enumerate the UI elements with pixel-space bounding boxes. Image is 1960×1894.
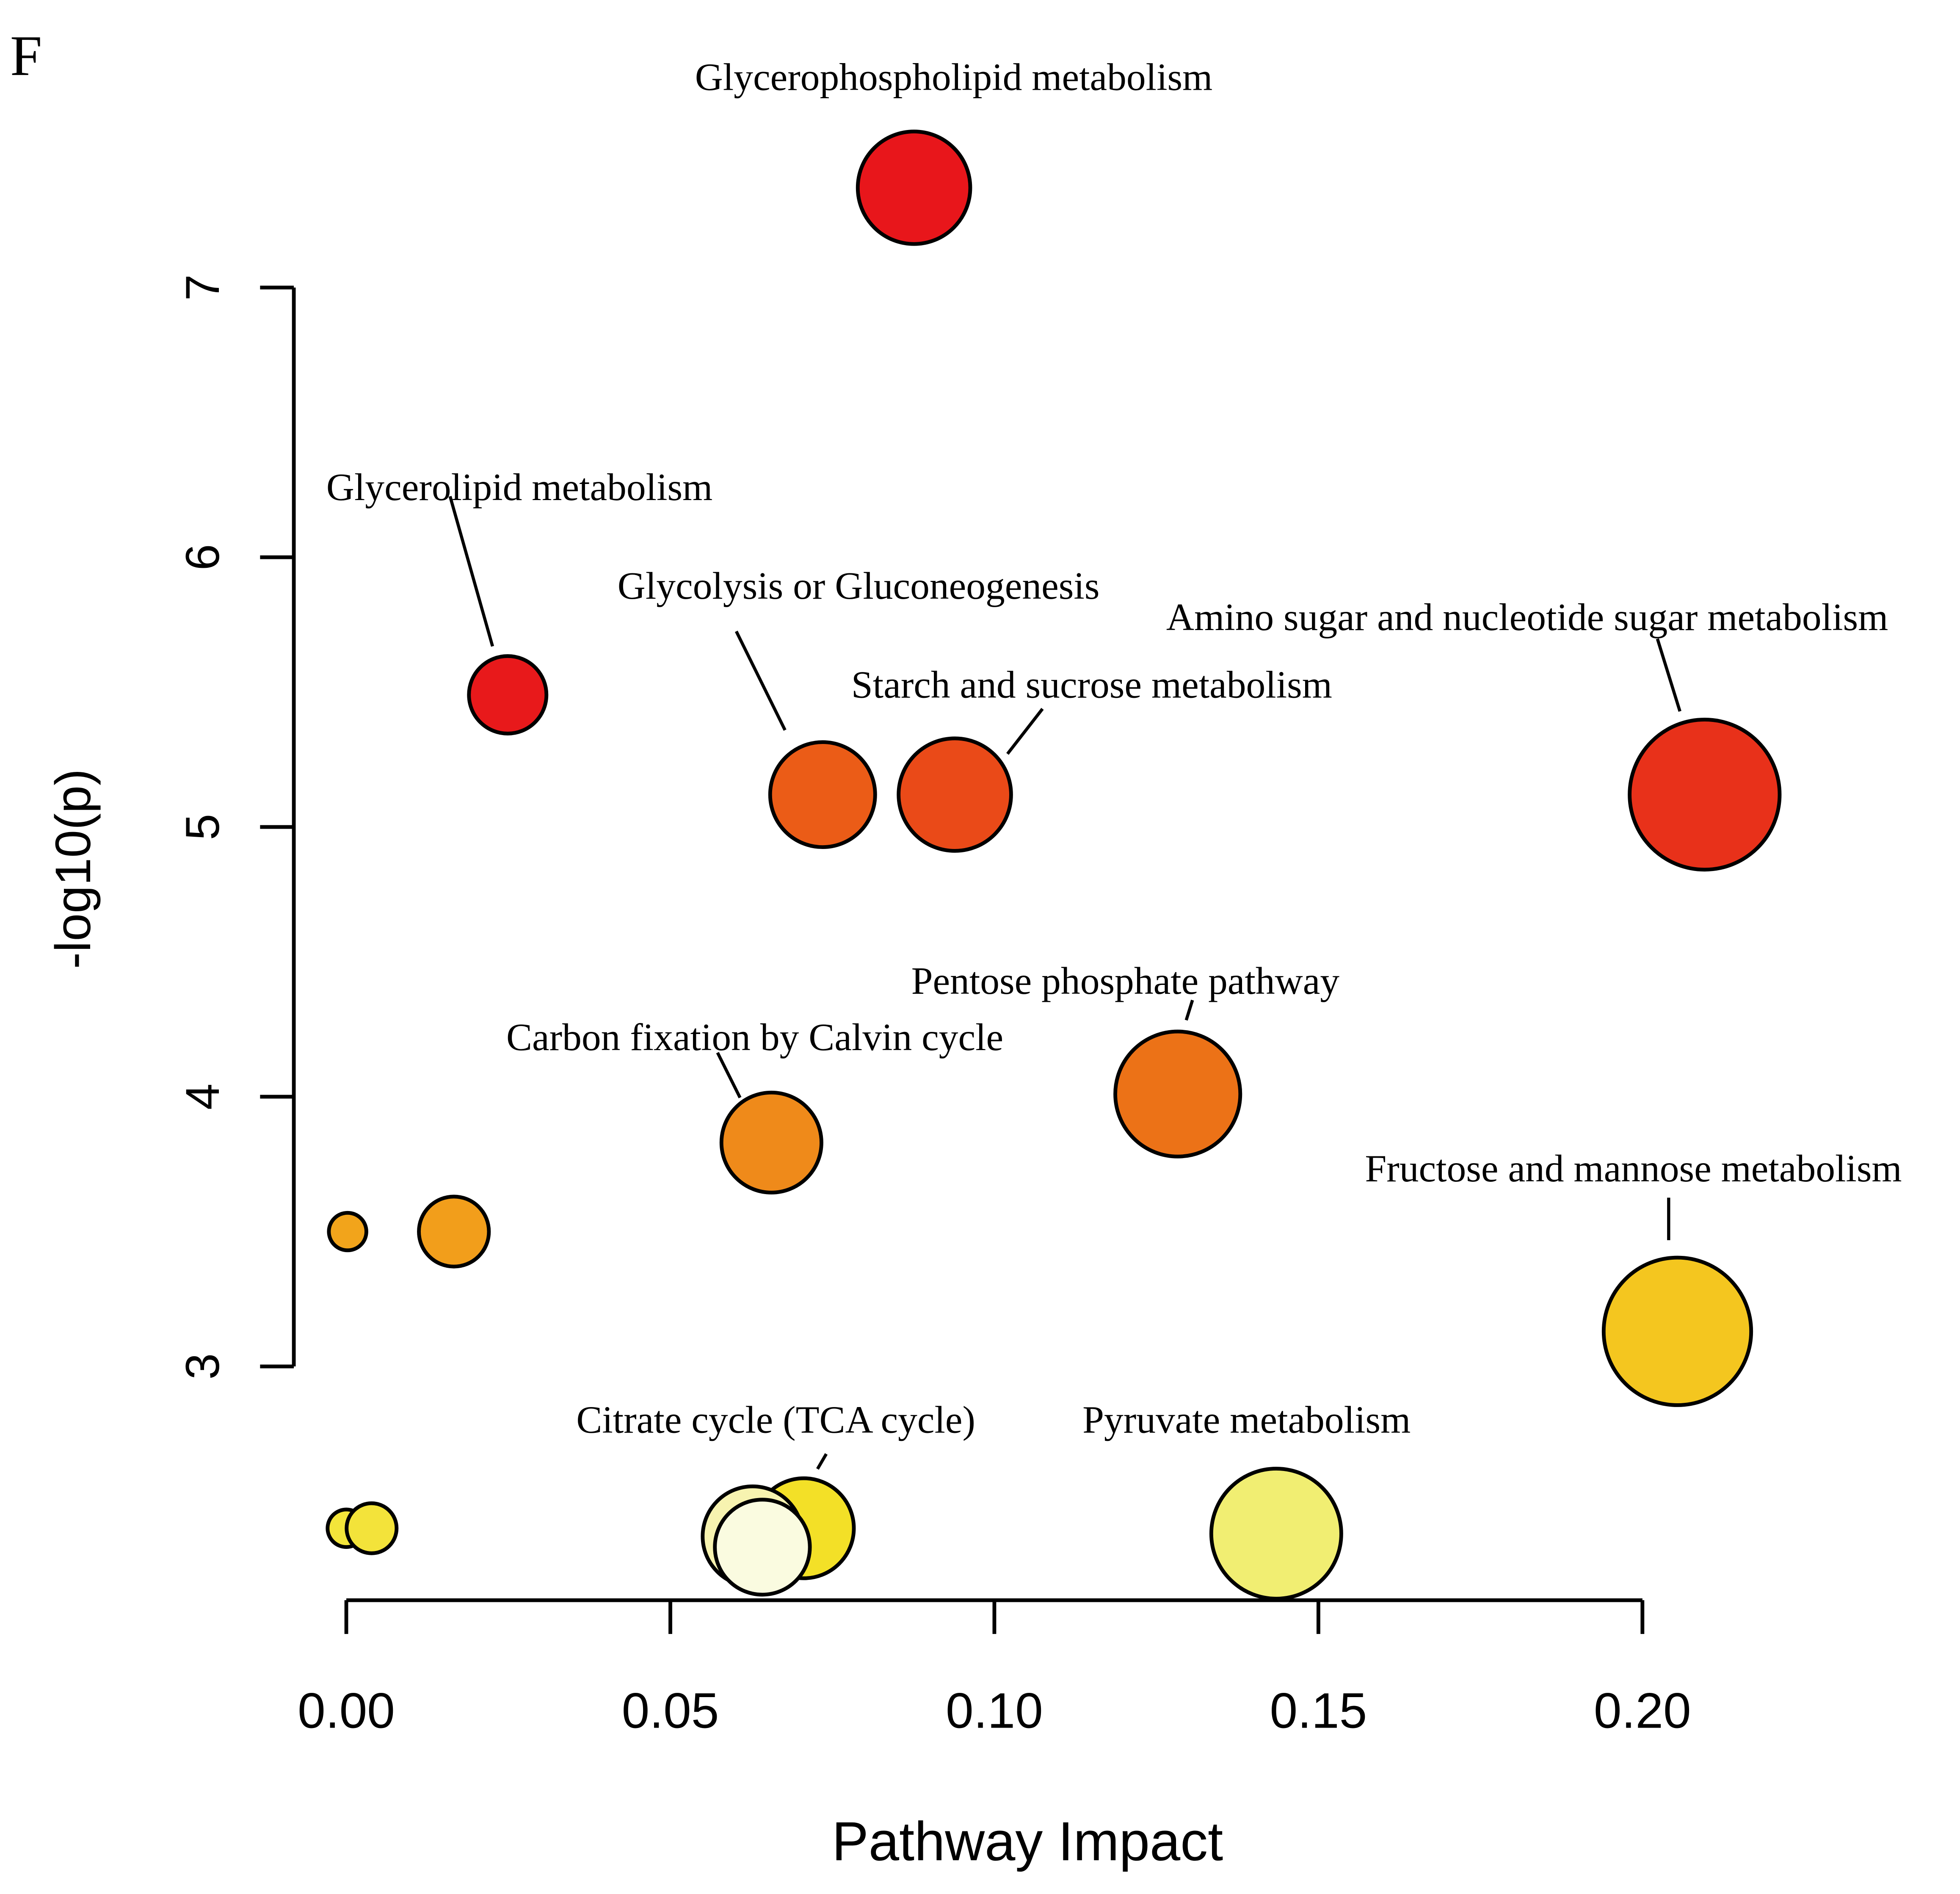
bubble (719, 1090, 823, 1194)
x-axis-label: Pathway Impact (832, 1810, 1223, 1872)
y-tick-label: 3 (176, 1353, 229, 1380)
point-label: Pentose phosphate pathway (911, 959, 1340, 1002)
leader-line (816, 1453, 828, 1470)
point-label: Pyruvate metabolism (1082, 1398, 1411, 1441)
y-tick-label: 4 (176, 1084, 229, 1110)
point-label: Citrate cycle (TCA cycle) (576, 1398, 975, 1441)
leader-line (448, 496, 494, 647)
bubbles (326, 130, 1782, 1601)
point-label: Glycolysis or Gluconeogenesis (618, 564, 1100, 607)
point-label: Amino sugar and nucleotide sugar metabol… (1166, 595, 1888, 639)
point-label: Carbon fixation by Calvin cycle (506, 1015, 1003, 1059)
bubble (327, 1211, 368, 1253)
x-tick-label: 0.15 (1270, 1683, 1367, 1739)
bubble (713, 1498, 812, 1597)
bubble (1601, 1255, 1753, 1407)
y-axis-label: -log10(p) (45, 769, 101, 969)
x-tick-label: 0.05 (622, 1683, 719, 1739)
point-label: Starch and sucrose metabolism (851, 663, 1332, 706)
point-label: Fructose and mannose metabolism (1365, 1147, 1902, 1190)
leader-line (1184, 999, 1194, 1021)
x-tick-label: 0.10 (946, 1683, 1043, 1739)
point-labels: Glycerophospholipid metabolism Glycerolip… (326, 55, 1902, 1441)
axes: 3 4 5 6 7 0.00 0.05 0.10 0.15 0.20 (176, 274, 1691, 1739)
bubble (1113, 1029, 1242, 1159)
bubble (1628, 718, 1782, 872)
y-tick-label: 7 (176, 274, 229, 301)
bubble (467, 654, 549, 735)
bubble (345, 1501, 399, 1555)
bubble (768, 740, 877, 849)
leader-line (734, 630, 787, 731)
leader-line (716, 1052, 742, 1098)
bubble (856, 130, 972, 246)
leader-line (1656, 638, 1681, 712)
point-label: Glycerophospholipid metabolism (695, 55, 1213, 99)
leader-lines (448, 496, 1681, 1470)
point-label: Glycerolipid metabolism (326, 465, 712, 509)
bubble (417, 1194, 491, 1269)
y-tick-label: 6 (176, 544, 229, 570)
leader-line (1006, 708, 1044, 755)
y-tick-label: 5 (176, 814, 229, 840)
bubble (1209, 1467, 1343, 1601)
bubble (897, 736, 1013, 853)
x-tick-label: 0.00 (298, 1683, 395, 1739)
panel-label: F (10, 24, 42, 88)
x-tick-label: 0.20 (1594, 1683, 1691, 1739)
